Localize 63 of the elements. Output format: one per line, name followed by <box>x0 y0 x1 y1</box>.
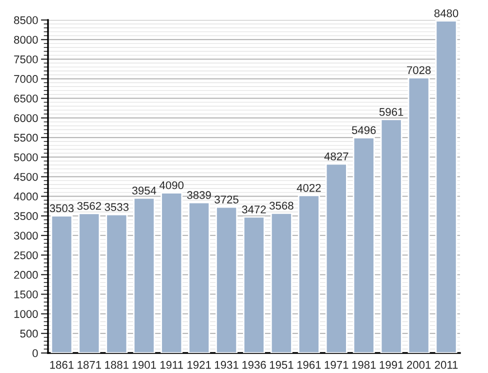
data-label: 4827 <box>324 152 348 160</box>
x-tick-label: 2011 <box>434 360 458 369</box>
x-tick-label: 1981 <box>352 360 376 369</box>
bar <box>50 215 73 353</box>
x-tick-label: 1861 <box>50 360 74 369</box>
x-tick-label: 1921 <box>188 360 211 369</box>
y-tick-label: 1000 <box>14 310 38 318</box>
x-tick-label: 1931 <box>215 360 238 369</box>
data-label: 3503 <box>50 204 74 212</box>
bar <box>188 202 210 353</box>
bar <box>160 192 183 353</box>
data-label: 4022 <box>296 184 321 192</box>
y-tick-label: 0 <box>32 349 38 358</box>
y-tick-label: 3000 <box>14 232 38 240</box>
bar <box>380 118 402 353</box>
y-tick-label: 3500 <box>14 212 38 220</box>
y-tick-label: 6500 <box>14 94 38 102</box>
data-label: 5961 <box>379 108 404 116</box>
data-label: 8480 <box>434 9 458 18</box>
y-tick-label: 7500 <box>14 55 38 64</box>
data-label: 5496 <box>352 126 376 134</box>
data-label: 7028 <box>407 66 431 74</box>
y-tick-label: 2500 <box>14 251 38 260</box>
data-label: 3472 <box>242 206 266 214</box>
x-tick-label: 1991 <box>380 360 404 369</box>
bar <box>133 197 156 353</box>
bar <box>435 20 458 353</box>
y-tick-label: 6000 <box>14 114 38 122</box>
y-tick-label: 1500 <box>14 290 38 298</box>
data-label: 3954 <box>132 186 156 195</box>
data-label: 3725 <box>214 196 238 204</box>
x-tick-label: 1901 <box>132 360 156 369</box>
x-tick-label: 1971 <box>324 360 348 369</box>
x-tick-label: 1936 <box>242 360 266 369</box>
bar <box>352 136 375 353</box>
x-tick-label: 1911 <box>160 360 184 369</box>
x-tick-label: 2001 <box>407 360 431 369</box>
x-tick-label: 1881 <box>105 360 128 369</box>
y-tick-label: 500 <box>20 330 38 338</box>
y-tick-label: 8500 <box>14 16 38 24</box>
y-tick-label: 5000 <box>14 153 38 162</box>
data-label: 3562 <box>77 202 101 210</box>
bar <box>270 212 292 353</box>
bar <box>216 206 238 353</box>
bar <box>243 216 265 353</box>
bar <box>325 163 348 353</box>
y-tick-label: 7000 <box>14 75 38 83</box>
bar <box>106 214 128 353</box>
data-label: 3568 <box>270 202 294 210</box>
x-tick-label: 1951 <box>270 360 294 369</box>
data-label: 3533 <box>104 203 129 212</box>
y-tick-label: 2000 <box>14 270 38 279</box>
y-tick-label: 5500 <box>14 134 38 142</box>
x-tick-label: 1961 <box>297 360 321 369</box>
y-tick-label: 4500 <box>14 172 38 181</box>
bar <box>408 76 430 353</box>
bar <box>78 212 100 353</box>
data-label: 4090 <box>160 181 184 190</box>
x-tick-label: 1871 <box>78 360 102 369</box>
bar <box>298 194 320 353</box>
y-tick-label: 8000 <box>14 36 38 44</box>
data-label: 3839 <box>187 191 211 200</box>
y-tick-label: 4000 <box>14 192 38 200</box>
